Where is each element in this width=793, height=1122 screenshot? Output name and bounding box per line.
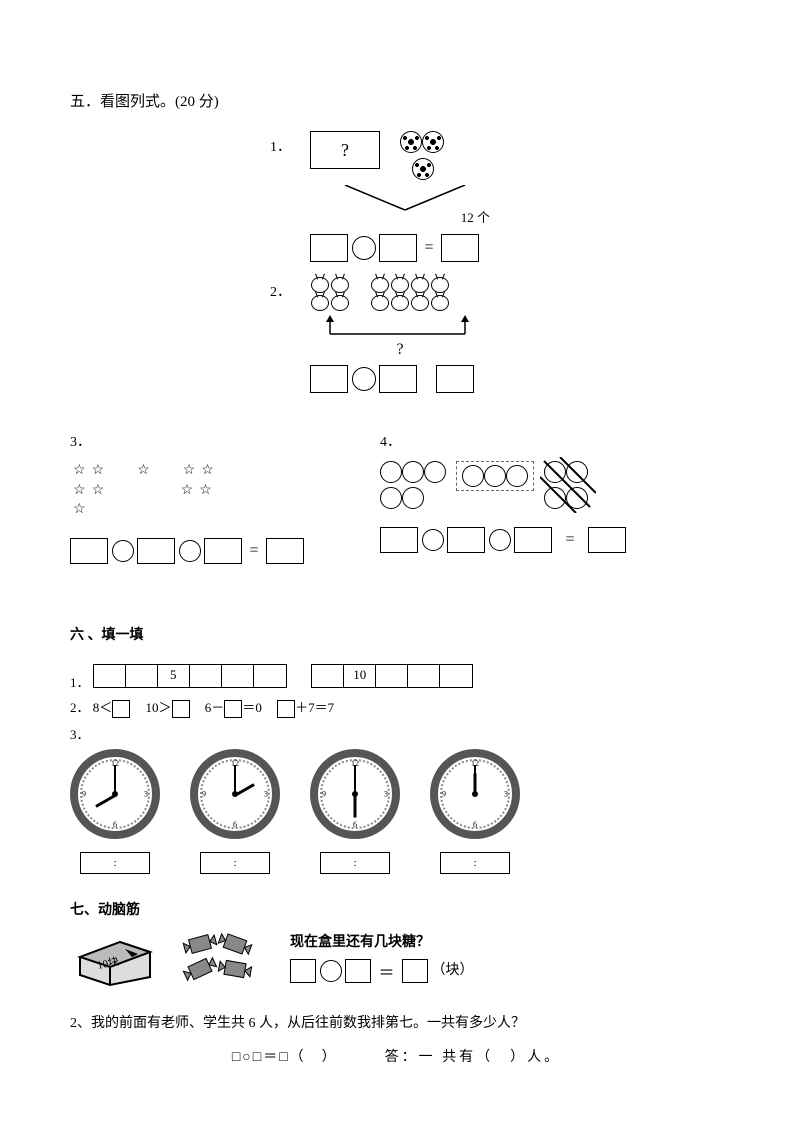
q2-equation [310,365,510,393]
candy-box-icon: 10块 [70,927,160,987]
strip2[interactable]: 10 [311,664,473,688]
q3-op2[interactable] [137,538,175,564]
q3-stars: ☆☆ ☆ ☆☆ ☆☆ ☆☆ ☆ [70,461,350,520]
q4-num: 4． [380,435,401,450]
s7-q2-text: 2、我的前面有老师、学生共 6 人，从后往前数我排第七。一共有多少人？ [70,1012,723,1032]
q2-bracket [310,312,510,340]
clock-3: 12 6 9 3 [310,749,400,839]
s7-op1[interactable] [290,959,316,983]
s6q1-num: 1． [70,675,90,690]
q1-equation: = [310,234,510,262]
section5-title: 五．看图列式。(20 分) [70,90,723,111]
q4-result[interactable] [588,527,626,553]
s7-q2-expr[interactable]: □○□＝□（ ） [232,1050,338,1065]
s6q1: 1． 5 10 [70,664,723,691]
s6q3-num: 3． [70,724,723,743]
clock-3-label[interactable]: : [320,852,390,874]
clock-2: 12 6 9 3 [190,749,280,839]
q4-oc1[interactable] [422,529,444,551]
q2-opcircle[interactable] [352,367,376,391]
q2-op1[interactable] [310,365,348,393]
q1-result[interactable] [441,234,479,262]
s7-q2: 2、我的前面有老师、学生共 6 人，从后往前数我排第七。一共有多少人？ □○□＝… [70,1012,723,1066]
q4-circles [380,461,723,509]
q3-op1[interactable] [70,538,108,564]
section7-title: 七、动脑筋 [70,899,723,919]
q2-result[interactable] [436,365,474,393]
s6q2-box-a[interactable] [112,700,130,718]
strip1[interactable]: 5 [93,664,287,688]
q1-soccer-group [400,131,454,185]
q1-total-label: 12 个 [310,207,490,226]
q3-num: 3． [70,435,91,450]
q2-tomatoes [310,276,510,312]
s7-unit: （块） [432,963,474,978]
q4-equation: = [380,527,723,553]
s6q2-box-d[interactable] [277,700,295,718]
q1-num: 1． [270,136,291,156]
clock-2-label[interactable]: : [200,852,270,874]
s7-result[interactable] [402,959,428,983]
q2-num: 2． [270,281,291,301]
q1-op2[interactable] [379,234,417,262]
q1-op1[interactable] [310,234,348,262]
clock-1: 12 6 9 3 [70,749,160,839]
q3: 3． ☆☆ ☆ ☆☆ ☆☆ ☆☆ ☆ = [70,431,350,564]
clock-1-label[interactable]: : [80,852,150,874]
s7-op2[interactable] [345,959,371,983]
q1-unknown-box[interactable]: ? [310,131,380,169]
q2-unknown: ? [310,341,490,359]
q3-op3[interactable] [204,538,242,564]
q4: 4． [380,431,723,564]
eq: = [425,239,434,257]
section6-title: 六 、填一填 [70,624,723,644]
s7-q2-answer[interactable]: 答：一 共有（ ）人。 [385,1050,562,1065]
q3-equation: = [70,538,350,564]
q2: 2． ? [270,276,723,421]
s6q2-num: 2． [70,700,90,715]
clocks-row: 12 6 9 3 : 12 6 9 3 [70,749,723,874]
s6q2-box-b[interactable] [172,700,190,718]
eq: = [250,542,259,560]
s6q2-box-c[interactable] [224,700,242,718]
q4-op1[interactable] [380,527,418,553]
s7-question: 现在盒里还有几块糖？ [290,931,723,951]
q4-op3[interactable] [514,527,552,553]
q3-oc1[interactable] [112,540,134,562]
q4-oc2[interactable] [489,529,511,551]
s7-oc[interactable] [320,960,342,982]
q2-op2[interactable] [379,365,417,393]
q4-op2[interactable] [447,527,485,553]
q1: 1． ? 12 个 = [270,131,723,276]
q3-oc2[interactable] [179,540,201,562]
s7-equation: ＝ （块） [290,959,723,983]
clock-4: 12 6 9 3 [430,749,520,839]
clock-4-label[interactable]: : [440,852,510,874]
s7-figure-row: 10块 现在盒里还有几块糖？ ＝ （块） [70,927,723,987]
s6q2: 2． 8＜ 10＞ 6－＝0 ＋7＝7 [70,697,723,718]
candies-icon [180,929,270,984]
q3-result[interactable] [266,538,304,564]
eq: = [566,531,575,549]
q1-opcircle[interactable] [352,236,376,260]
